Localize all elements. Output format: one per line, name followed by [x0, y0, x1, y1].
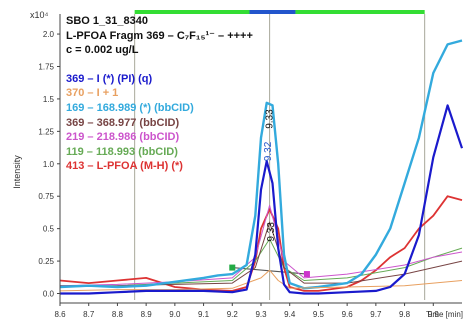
baseline-marker-end: [303, 271, 310, 278]
y-tick-label: 1.0: [43, 160, 55, 169]
series-lines: [59, 39, 464, 295]
legend-item: 169 – 168.989 (*) (bbCID): [66, 101, 194, 114]
baseline-marker-start: [229, 264, 236, 271]
time-bar-segment: [249, 10, 296, 14]
x-tick-label: 9.2: [227, 310, 239, 319]
y-tick-label: 1.25: [38, 127, 54, 136]
peak-labels: 9.33 9.32 9.33: [263, 109, 277, 242]
x-tick-label: 9.1: [198, 310, 210, 319]
time-range-bar: [134, 10, 425, 14]
x-tick-label: 9.4: [284, 310, 296, 319]
vertical-guide-lines: [134, 14, 426, 300]
y-tick-label: 0.75: [38, 192, 54, 201]
series-line: [59, 269, 463, 292]
y-tick-label: 0.5: [43, 225, 55, 234]
time-bar-segment: [295, 10, 425, 14]
header-line: c = 0.002 ug/L: [66, 44, 139, 57]
legend-item: 413 – L-PFOA (M-H) (*): [66, 160, 183, 173]
x-tick-label: 9.0: [169, 310, 181, 319]
x-tick-label: 8.9: [141, 310, 153, 319]
legend-items: 369 – I (*) (PI) (q) 370 – I + 1 169 – 168…: [66, 72, 253, 174]
y-tick-label: 1.5: [43, 95, 55, 104]
legend: SBO 1_31_8340 L-PFOA Fragm 369 – C₇F₁₅¹⁻…: [66, 14, 253, 174]
series-line: [60, 221, 463, 287]
x-tick-label: 8.7: [83, 310, 95, 319]
x-axis-title: Time [min]: [426, 310, 463, 319]
legend-item: 119 – 118.993 (bbCID): [66, 145, 178, 158]
y-tick-label: 2.0: [43, 30, 55, 39]
legend-item: 370 – I + 1: [66, 87, 119, 100]
x-tick-label: 9.9: [428, 310, 440, 319]
y-tick-label: 0.25: [38, 257, 54, 266]
series-line: [59, 39, 463, 290]
y-tick-label: 1.75: [38, 62, 54, 71]
peak-label: 9.33: [265, 109, 276, 129]
y-axis-label: Intensity: [12, 155, 22, 189]
x-tick-label: 8.6: [54, 310, 66, 319]
header-line: SBO 1_31_8340: [66, 15, 148, 27]
legend-item: 369 – I (*) (PI) (q): [66, 72, 153, 85]
peak-label: 9.33: [266, 222, 277, 242]
legend-item: 369 – 368.977 (bbCID): [66, 116, 180, 129]
header-line: L-PFOA Fragm 369 – C₇F₁₅¹⁻ – ++++: [66, 29, 253, 42]
x-tick-label: 9.6: [342, 310, 354, 319]
x-tick-label: 9.8: [399, 310, 411, 319]
y-exponent-label: x10⁴: [30, 10, 49, 20]
x-tick-label: 8.8: [112, 310, 124, 319]
legend-item: 219 – 218.986 (bbCID): [66, 131, 180, 144]
time-bar-segment: [134, 10, 250, 14]
series-line: [59, 204, 463, 287]
peak-label: 9.32: [263, 141, 274, 161]
x-tick-label: 9.3: [255, 310, 267, 319]
axes: 0.0 0.25 0.5 0.75 1.0 1.25 1.5 1.75 2.0 8.6 8.7 8.8…: [38, 14, 463, 319]
series-line: [60, 104, 464, 295]
x-tick-label: 9.7: [370, 310, 382, 319]
y-tick-label: 0.0: [43, 290, 55, 299]
x-tick-label: 9.5: [313, 310, 325, 319]
